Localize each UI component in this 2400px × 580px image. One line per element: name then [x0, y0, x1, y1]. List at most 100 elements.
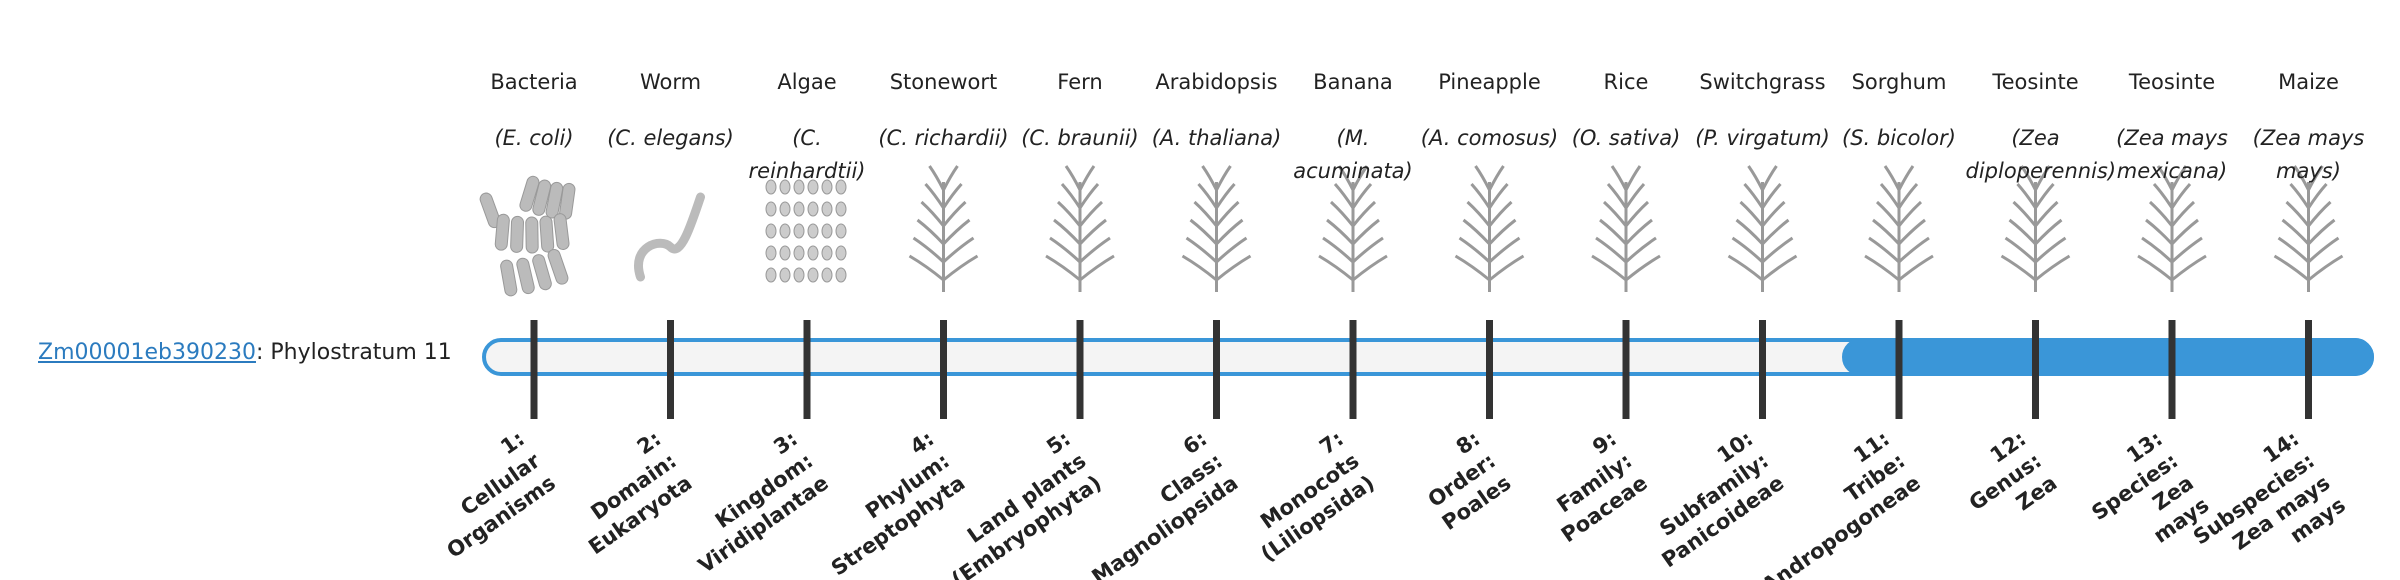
cell [779, 245, 791, 261]
leaf [920, 200, 945, 227]
leaf [1883, 165, 1901, 191]
rod [553, 213, 570, 251]
leaf [2034, 236, 2067, 264]
organism-name: Worm [639, 70, 702, 94]
cell [779, 201, 791, 217]
rod [532, 254, 552, 291]
leaf [2171, 254, 2207, 282]
leaf [1897, 218, 1926, 246]
leaf [942, 254, 979, 282]
leaf [1761, 254, 1798, 282]
leaf [2307, 236, 2340, 264]
leaf [1747, 165, 1764, 191]
leaf [1322, 236, 1355, 264]
organism-image [2000, 165, 2071, 292]
leaf [2170, 165, 2188, 191]
leaf [1462, 218, 1491, 246]
leaf [1595, 236, 1628, 264]
leaf [942, 200, 967, 227]
leaf [2145, 218, 2174, 246]
leaf [2170, 200, 2196, 227]
leaf [1197, 182, 1218, 209]
leaf [942, 165, 959, 191]
species-name: (C. reinhardtii) [748, 126, 866, 183]
leaf [2293, 165, 2310, 191]
leaf [908, 254, 945, 282]
leaf [1875, 200, 1901, 227]
cell [765, 223, 777, 239]
leaf [1488, 254, 1525, 282]
cell [835, 267, 847, 283]
leaf [1351, 218, 1380, 246]
leaf [1078, 165, 1096, 191]
stratum-label: 9:Family:Poaceae [1552, 426, 1651, 547]
species-name: (C. elegans) [607, 126, 734, 150]
phylostratum-label: : Phylostratum 11 [255, 340, 452, 365]
species-name: (P. virgatum) [1695, 126, 1830, 150]
stratum-label: 4:Phylum:Streptophyta [827, 426, 970, 580]
leaf [912, 236, 945, 264]
leaf [928, 165, 945, 191]
leaf [1897, 182, 1919, 209]
leaf [1045, 254, 1081, 282]
leaf [1181, 254, 1218, 282]
leaf [1053, 218, 1082, 246]
cell [807, 245, 819, 261]
leaf [1326, 218, 1355, 246]
stratum-label: 2:Domain:Eukaryota [584, 426, 696, 559]
leaf [1488, 218, 1517, 246]
species-name: (E. coli) [494, 126, 574, 150]
species-name: (C. braunii) [1021, 126, 1139, 150]
organism-name: Arabidopsis [1155, 70, 1278, 94]
leaf [1591, 254, 1627, 282]
leaf [1215, 218, 1244, 246]
leaf [2170, 236, 2203, 264]
organism-name: Rice [1603, 70, 1649, 94]
gene-link[interactable]: Zm00001eb390230 [38, 340, 256, 365]
organism-image [1727, 165, 1798, 292]
organism-image [1181, 165, 1252, 292]
leaf [2137, 254, 2173, 282]
leaf [2034, 218, 2063, 246]
leaf [1333, 182, 1355, 209]
leaf [1606, 182, 1628, 209]
leaf [1049, 236, 1082, 264]
leaf [1761, 218, 1790, 246]
cell [821, 179, 833, 195]
organism-name: Fern [1057, 70, 1103, 94]
rod [519, 175, 540, 212]
cell [835, 201, 847, 217]
cell [765, 245, 777, 261]
leaf [1351, 236, 1384, 264]
leaf [2034, 182, 2055, 209]
leaf [1329, 200, 1355, 227]
leaf [1610, 165, 1628, 191]
leaf [1064, 165, 1082, 191]
organism-name: Sorghum [1851, 70, 1947, 94]
cell [807, 179, 819, 195]
organism-image [2273, 165, 2344, 292]
leaf [1488, 165, 1505, 191]
cell [793, 223, 805, 239]
leaf [2156, 165, 2174, 191]
species-name: (A. comosus) [1420, 126, 1559, 150]
leaf [1215, 236, 1248, 264]
leaf [1624, 218, 1653, 246]
leaf [1466, 200, 1491, 227]
cell [793, 201, 805, 217]
leaf [1761, 200, 1786, 227]
leaf [1731, 236, 1764, 264]
leaf [1743, 182, 1764, 209]
cell [779, 223, 791, 239]
leaf [1739, 200, 1764, 227]
organism-image [1318, 165, 1388, 292]
species-name: (Zea diploperennis) [1965, 126, 2117, 183]
leaf [1060, 182, 1082, 209]
cell [765, 179, 777, 195]
cell [821, 245, 833, 261]
cell [821, 201, 833, 217]
cell [765, 267, 777, 283]
leaf [1351, 200, 1377, 227]
leaf [1735, 218, 1764, 246]
